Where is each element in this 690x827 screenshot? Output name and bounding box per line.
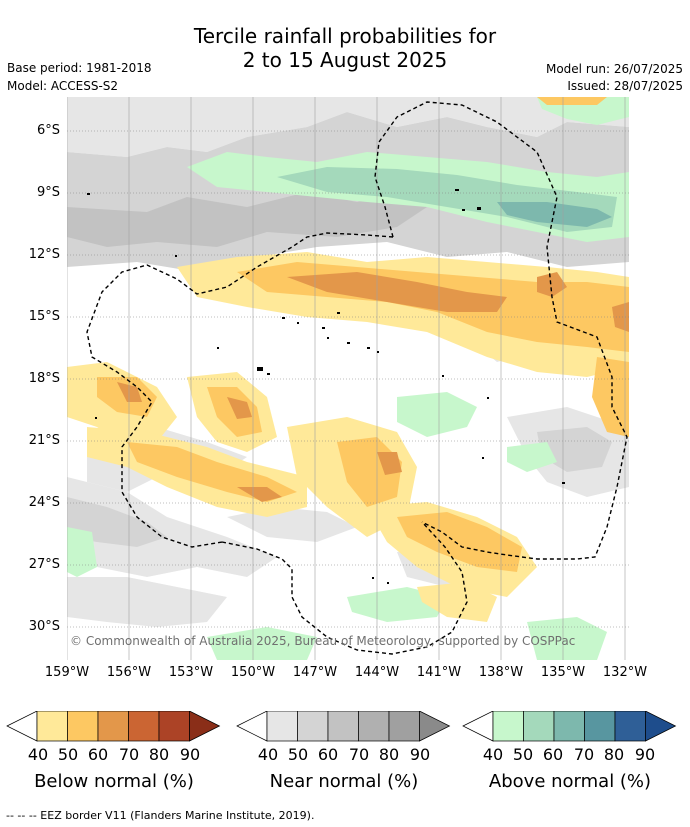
legend-swatch (266, 711, 298, 742)
lon-label-135w: 135°W (540, 665, 586, 680)
lat-label-12s: 12°S (28, 247, 60, 262)
lon-label-159w: 159°W (44, 665, 90, 680)
legend-swatch (492, 711, 524, 742)
islands (87, 189, 565, 584)
legend-tick: 70 (118, 745, 140, 764)
lon-label-153w: 153°W (168, 665, 214, 680)
legend-near-title: Near normal (%) (269, 771, 419, 792)
legend-swatch (388, 711, 420, 742)
legend-swatch (158, 711, 190, 742)
legend-below-title: Below normal (%) (34, 771, 194, 792)
lon-label-156w: 156°W (106, 665, 152, 680)
map-title-line-2: 2 to 15 August 2025 (242, 48, 448, 72)
legend-swatch (553, 711, 585, 742)
legend-tick: 90 (409, 745, 431, 764)
legend-swatch-high (419, 711, 451, 742)
legend-tick: 60 (542, 745, 564, 764)
lat-label-15s: 15°S (28, 309, 60, 324)
legend-swatch (297, 711, 329, 742)
eez-border-lines (86, 101, 628, 655)
legend-tick: 90 (634, 745, 656, 764)
legend-tick: 50 (57, 745, 79, 764)
legend-near-normal (236, 711, 452, 743)
lat-label-21s: 21°S (28, 433, 60, 448)
legend-swatch (327, 711, 359, 742)
meridian-lines (67, 97, 626, 660)
probability-map (67, 97, 629, 660)
legend-above-normal (462, 711, 678, 743)
copyright-notice: © Commonwealth of Australia 2025, Bureau… (70, 634, 576, 648)
legend-tick: 70 (348, 745, 370, 764)
lat-label-18s: 18°S (28, 371, 60, 386)
legend-tick: 40 (482, 745, 504, 764)
legend-swatch (584, 711, 616, 742)
base-period-text: Base period: 1981-2018 (7, 61, 152, 75)
lat-label-9s: 9°S (36, 185, 60, 200)
legend-tick: 60 (87, 745, 109, 764)
lat-label-27s: 27°S (28, 557, 60, 572)
legend-swatch-high (645, 711, 677, 742)
lon-label-132w: 132°W (602, 665, 648, 680)
eez-footnote: -- -- -- EEZ border V11 (Flanders Marine… (6, 809, 315, 822)
lat-label-6s: 6°S (36, 123, 60, 138)
legend-tick: 80 (148, 745, 170, 764)
legend-swatch (67, 711, 99, 742)
legend-tick: 80 (378, 745, 400, 764)
lon-label-138w: 138°W (478, 665, 524, 680)
grid-lines (67, 130, 629, 628)
model-text: Model: ACCESS-S2 (7, 79, 119, 93)
legend-tick: 70 (573, 745, 595, 764)
legend-swatch (97, 711, 129, 742)
legend-tick: 40 (257, 745, 279, 764)
lat-label-24s: 24°S (28, 495, 60, 510)
legend-tick: 50 (512, 745, 534, 764)
legend-swatch (358, 711, 390, 742)
lon-label-144w: 144°W (354, 665, 400, 680)
lon-label-147w: 147°W (292, 665, 338, 680)
map-title-line-1: Tercile rainfall probabilities for (193, 24, 497, 48)
legend-swatch (614, 711, 646, 742)
legend-swatch-low (6, 711, 38, 742)
model-run-text: Model run: 26/07/2025 (545, 62, 683, 76)
lon-label-141w: 141°W (416, 665, 462, 680)
lon-label-150w: 150°W (230, 665, 276, 680)
legend-swatch-low (462, 711, 494, 742)
legend-tick: 90 (179, 745, 201, 764)
legend-swatch-high (189, 711, 221, 742)
below-normal-regions (67, 97, 629, 622)
legend-swatch (128, 711, 160, 742)
legend-below-normal (6, 711, 222, 743)
legend-swatch (523, 711, 555, 742)
legend-tick: 40 (27, 745, 49, 764)
legend-tick: 80 (603, 745, 625, 764)
legend-tick: 60 (317, 745, 339, 764)
legend-tick: 50 (287, 745, 309, 764)
lat-label-30s: 30°S (28, 619, 60, 634)
legend-above-title: Above normal (%) (488, 771, 652, 792)
legend-swatch (36, 711, 68, 742)
issued-text: Issued: 28/07/2025 (567, 79, 683, 93)
legend-swatch-low (236, 711, 268, 742)
